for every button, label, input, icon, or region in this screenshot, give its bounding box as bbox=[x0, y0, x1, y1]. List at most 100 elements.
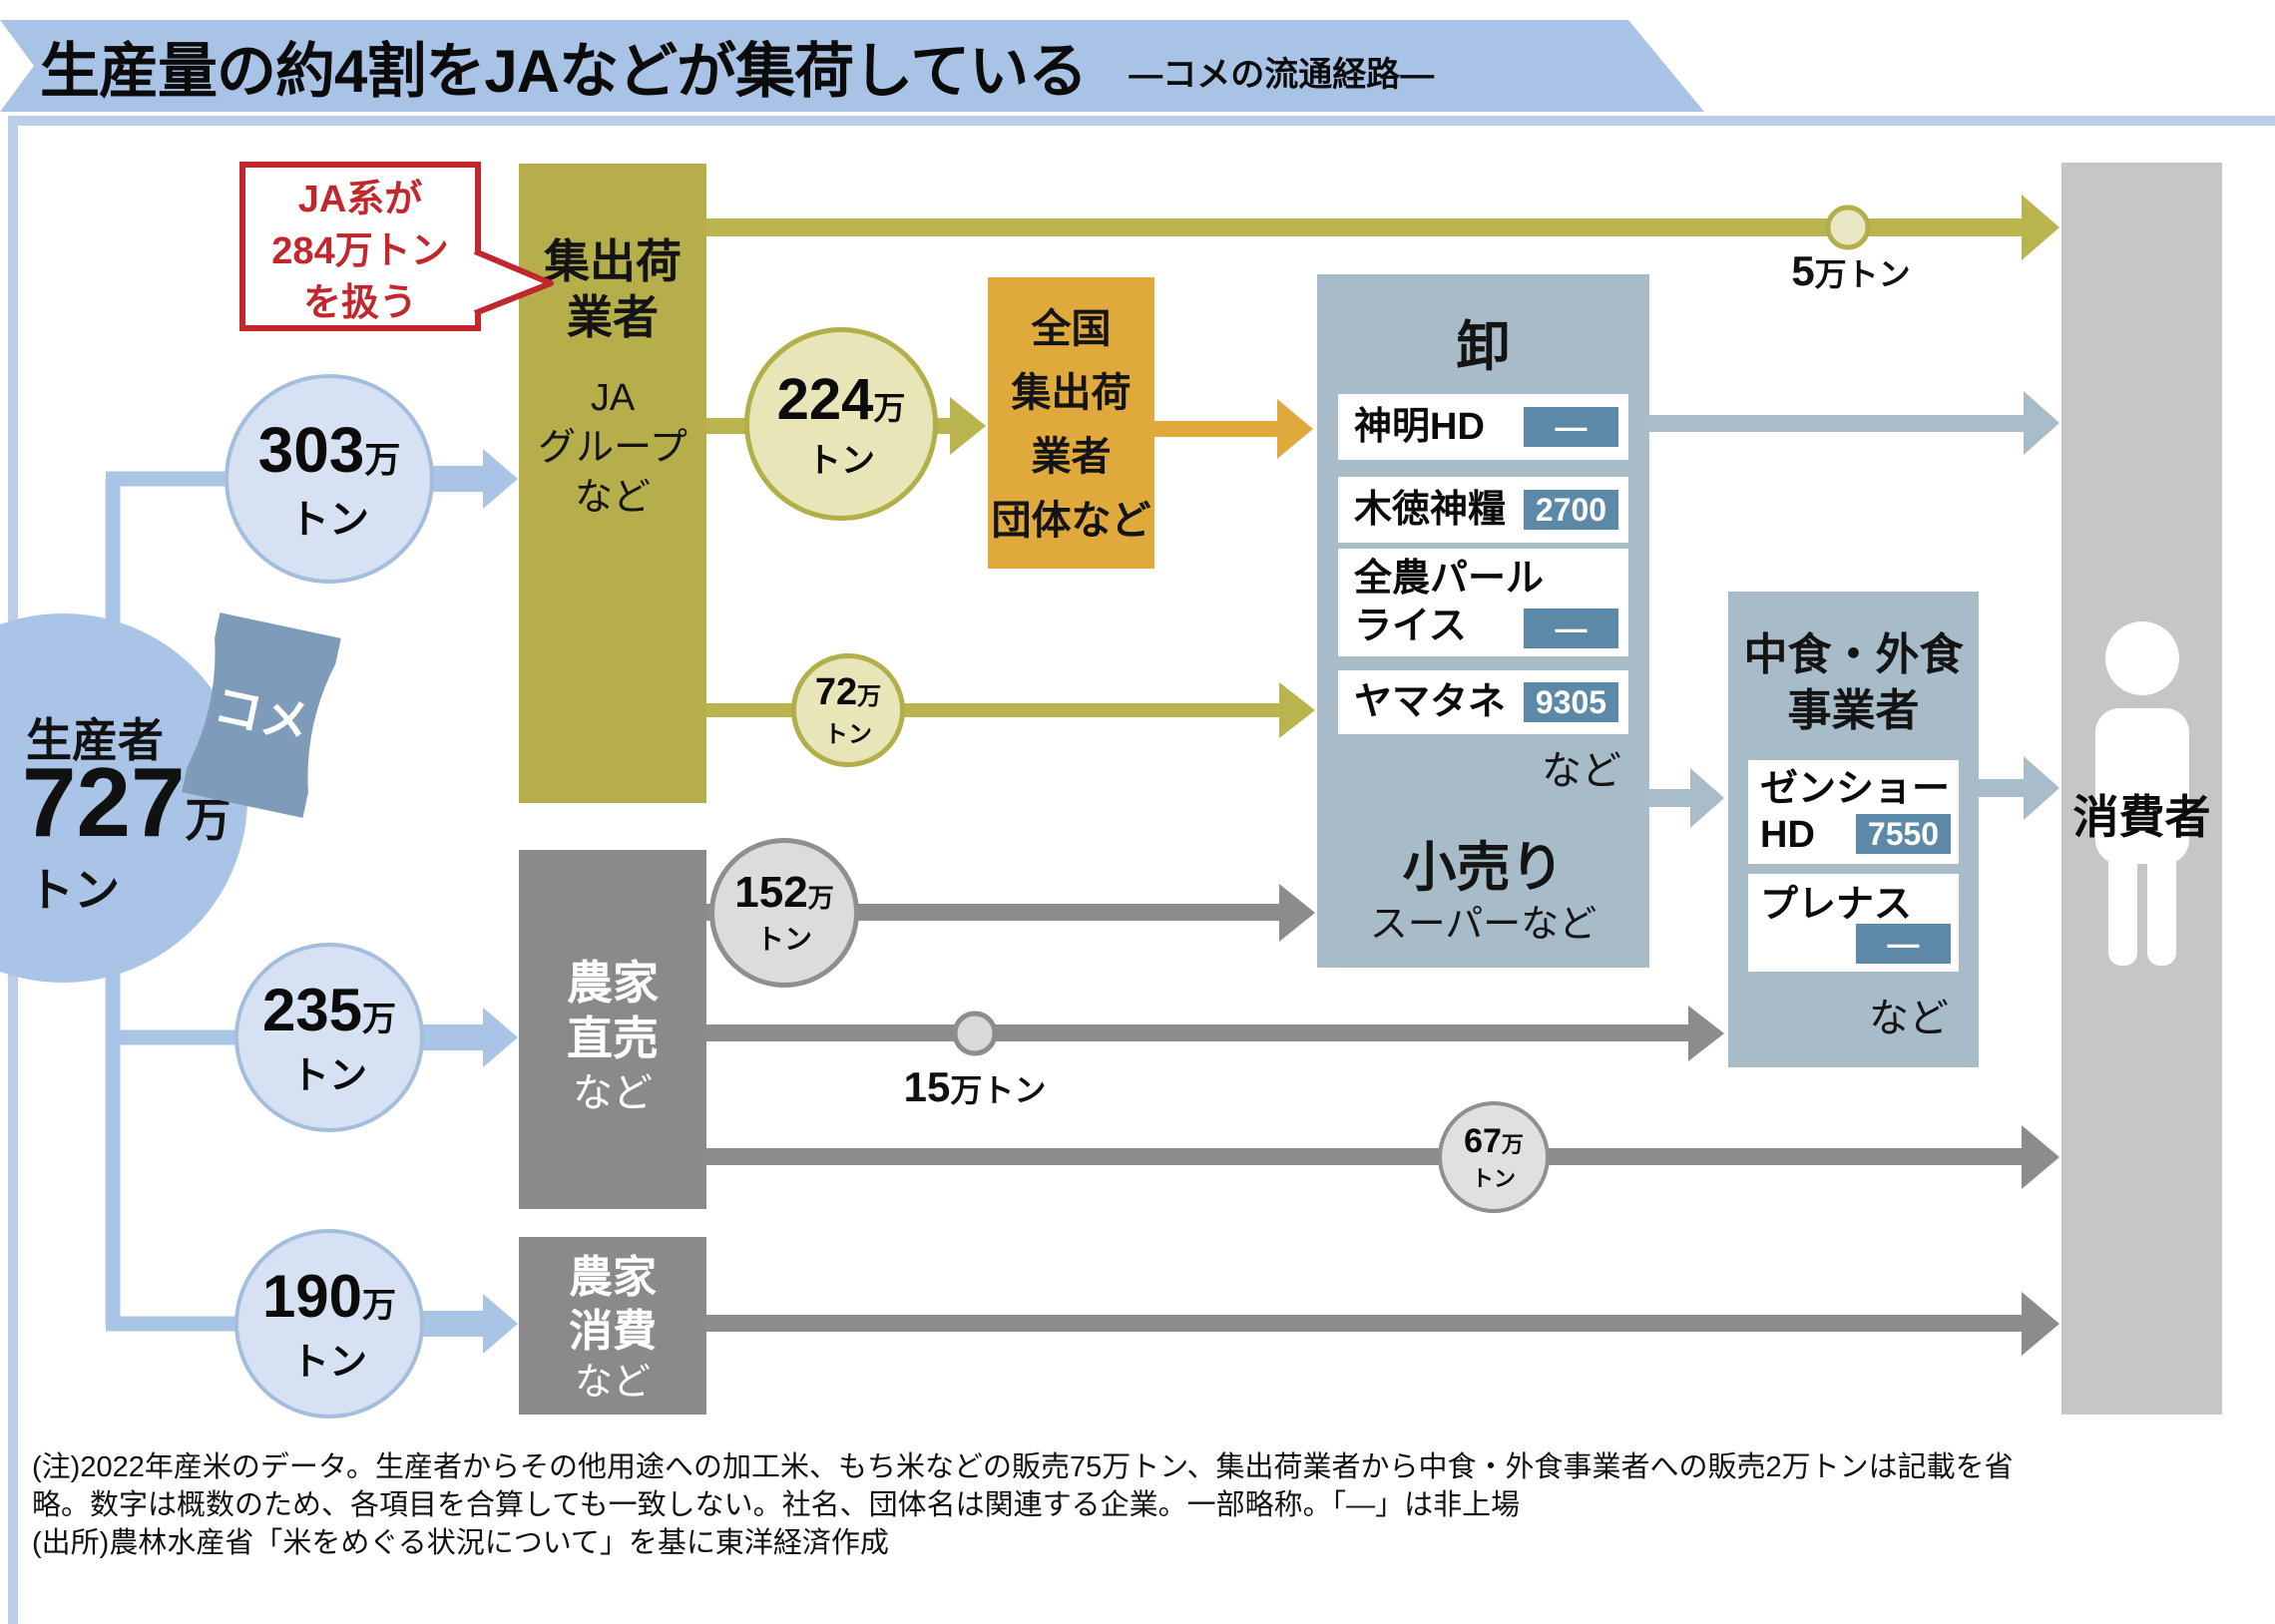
flow-ton: トン bbox=[824, 721, 872, 748]
company-row-plenus: プレナス ― bbox=[1748, 874, 1959, 972]
flow-value: 224 bbox=[776, 367, 874, 432]
national-line1: 全国 bbox=[1031, 307, 1112, 351]
direct-line2: 直売 bbox=[567, 1013, 659, 1064]
direct-line1: 農家 bbox=[567, 957, 659, 1009]
collector-box: 集出荷 業者 JA グループ など bbox=[519, 164, 706, 803]
flow-ton: トン bbox=[807, 442, 875, 480]
ticker-badge: 9305 bbox=[1524, 682, 1618, 722]
flow-ton: トン bbox=[1471, 1165, 1516, 1191]
footnote-line2: 略。数字は概数のため、各項目を合算しても一致しない。社名、団体名は関連する企業。… bbox=[32, 1489, 1521, 1521]
flow-circle-303: 303万 トン bbox=[225, 374, 434, 584]
footnotes: (注)2022年産米のデータ。生産者からその他用途への加工米、もち米などの販売7… bbox=[32, 1448, 2227, 1562]
retail-label: 小売り bbox=[1402, 838, 1565, 898]
farmer-direct-box: 農家 直売 など bbox=[519, 850, 706, 1209]
ticker-badge: 7550 bbox=[1856, 814, 1951, 854]
flow-man: 万 bbox=[1501, 1131, 1524, 1157]
ticker-badge: ― bbox=[1856, 924, 1951, 964]
flow-man: 万 bbox=[364, 439, 401, 480]
national-line2: 集出荷 bbox=[1011, 371, 1132, 415]
footnote-line3: (出所)農林水産省「米をめぐる状況について」を基に東洋経済作成 bbox=[32, 1527, 889, 1559]
flow-label-15manton: 15万トン bbox=[880, 1063, 1070, 1111]
ja-callout-line3: を扱う bbox=[302, 282, 417, 324]
consumer-label: 消費者 bbox=[2072, 791, 2211, 843]
dot-15manton bbox=[952, 1011, 998, 1056]
producer-ton: トン bbox=[28, 864, 120, 916]
flow-value: 5 bbox=[1791, 247, 1815, 294]
arrow-direct-to-consumer-67 bbox=[706, 1125, 2059, 1189]
flow-value: 190 bbox=[261, 1263, 363, 1330]
wholesale-header: 卸 bbox=[1456, 317, 1511, 377]
flow-value: 15 bbox=[903, 1063, 951, 1110]
foodservice-box: 中食・外食 事業者 ゼンショー HD 7550 プレナス ― など bbox=[1728, 592, 1979, 1067]
flow-man: 万 bbox=[362, 1001, 397, 1038]
ja-callout: JA系が 284万トン を扱う bbox=[239, 162, 481, 331]
selfconsume-line2: 消費 bbox=[569, 1307, 657, 1356]
flow-ton: トン bbox=[755, 924, 812, 955]
arrow-foodservice-to-consumer bbox=[1979, 756, 2059, 820]
selfconsume-line3: など bbox=[574, 1362, 651, 1404]
flow-man: 万 bbox=[873, 390, 906, 426]
ja-callout-line1: JA系が bbox=[297, 179, 423, 220]
flow-value: 72 bbox=[814, 671, 858, 713]
producer-value-number: 727 bbox=[22, 747, 186, 857]
arrow-190-to-selfconsume bbox=[419, 1294, 518, 1354]
flow-value: 235 bbox=[261, 977, 363, 1043]
company-name: 木徳神糧 bbox=[1354, 489, 1507, 531]
company-row-zennoh-pearl-rice: 全農パール ライス ― bbox=[1338, 549, 1628, 656]
ticker-badge: 2700 bbox=[1524, 490, 1618, 530]
arrow-direct-to-foodservice-15 bbox=[706, 1006, 1724, 1061]
company-name: 全農パール bbox=[1354, 558, 1545, 600]
company-name: プレナス bbox=[1760, 884, 1913, 926]
foodservice-title-line2: 事業者 bbox=[1787, 686, 1920, 735]
company-row-shinmei: 神明HD ― bbox=[1338, 394, 1628, 460]
flow-man: 万 bbox=[807, 883, 834, 913]
producer-label: 生産者 bbox=[26, 714, 164, 766]
national-collector-box: 全国 集出荷 業者 団体など bbox=[988, 277, 1154, 569]
company-name-line2: HD bbox=[1760, 814, 1815, 856]
flow-circle-224: 224万 トン bbox=[744, 327, 938, 521]
arrow-national-to-wholesale bbox=[1154, 399, 1313, 459]
company-name: 神明HD bbox=[1354, 406, 1485, 448]
farmer-selfconsume-box: 農家 消費 など bbox=[519, 1237, 706, 1415]
rice-bag: コメ bbox=[164, 606, 359, 824]
collector-sub-line1: JA bbox=[590, 377, 636, 419]
footnote-line1: (注)2022年産米のデータ。生産者からその他用途への加工米、もち米などの販売7… bbox=[32, 1451, 2014, 1483]
flow-man: 万 bbox=[857, 683, 882, 710]
foodservice-title-line1: 中食・外食 bbox=[1743, 630, 1964, 679]
company-name: ヤマタネ bbox=[1354, 681, 1507, 723]
arrow-wholesale-to-consumer bbox=[1649, 391, 2059, 455]
national-line4: 団体など bbox=[991, 499, 1151, 543]
company-row-yamatane: ヤマタネ 9305 bbox=[1338, 670, 1628, 734]
retail-sub-label: スーパーなど bbox=[1369, 904, 1597, 946]
flow-ton: トン bbox=[289, 498, 369, 542]
ticker-badge: ― bbox=[1524, 609, 1618, 648]
arrow-selfconsume-to-consumer bbox=[706, 1292, 2059, 1356]
flow-circle-72: 72万 トン bbox=[791, 653, 905, 767]
company-name: ゼンショー bbox=[1760, 768, 1951, 810]
flow-circle-235: 235万 トン bbox=[234, 943, 424, 1132]
person-icon bbox=[2095, 621, 2189, 966]
flow-circle-190: 190万 トン bbox=[234, 1229, 424, 1419]
flow-label-5manton: 5万トン bbox=[1756, 247, 1946, 295]
title-banner: 生産量の約4割をJAなどが集荷している ―コメの流通経路― bbox=[0, 20, 1704, 112]
producer-value: 727万 bbox=[22, 746, 231, 859]
direct-line3: など bbox=[573, 1071, 653, 1115]
company-row-zensho: ゼンショー HD 7550 bbox=[1748, 760, 1959, 864]
ja-callout-line2: 284万トン bbox=[271, 230, 449, 272]
collector-sub-line3: など bbox=[574, 477, 651, 519]
national-line3: 業者 bbox=[1031, 435, 1112, 479]
wholesale-etc-label: など bbox=[1542, 749, 1621, 793]
flow-value: 67 bbox=[1464, 1121, 1502, 1160]
company-row-kitoku: 木徳神糧 2700 bbox=[1338, 477, 1628, 543]
page-subtitle: ―コメの流通経路― bbox=[1129, 55, 1435, 94]
flow-value: 303 bbox=[257, 414, 365, 486]
flow-ton: トン bbox=[290, 1342, 367, 1384]
flow-circle-67: 67万 トン bbox=[1438, 1101, 1550, 1213]
flow-value: 152 bbox=[734, 868, 808, 917]
page-title: 生産量の約4割をJAなどが集荷している bbox=[40, 37, 1088, 105]
flow-man: 万 bbox=[362, 1287, 397, 1325]
flow-circle-152: 152万 トン bbox=[709, 838, 859, 988]
dot-5manton bbox=[1825, 204, 1871, 250]
ticker-badge: ― bbox=[1524, 407, 1618, 447]
